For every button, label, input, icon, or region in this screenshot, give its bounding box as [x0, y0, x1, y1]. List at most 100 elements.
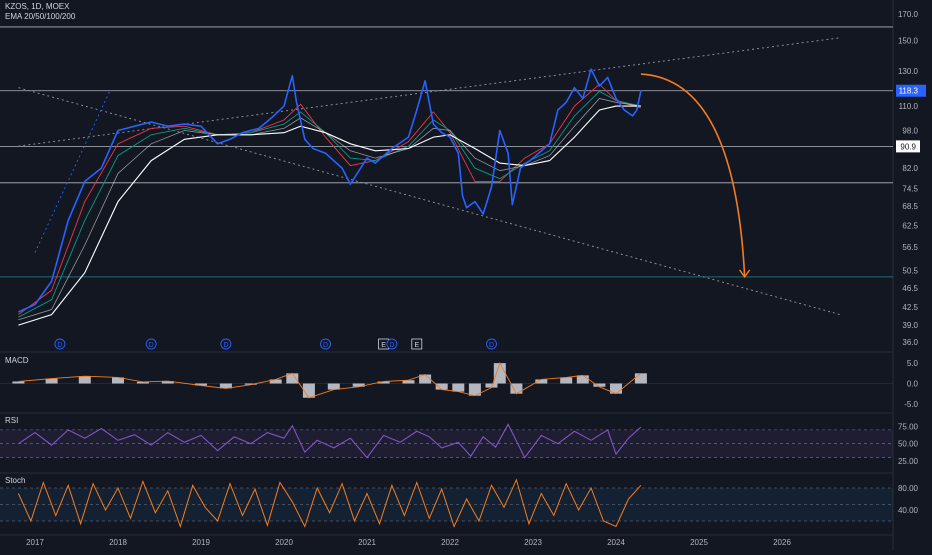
- macd-bar: [560, 377, 573, 384]
- macd-bar: [468, 383, 481, 396]
- ema-line: [18, 105, 641, 326]
- price-tick-label: 98.0: [902, 126, 918, 135]
- time-tick-label: 2018: [109, 538, 127, 547]
- macd-bar: [535, 379, 548, 384]
- trendline[interactable]: [18, 37, 841, 147]
- macd-bar: [419, 374, 432, 384]
- time-tick-label: 2023: [524, 538, 542, 547]
- level-badge: [896, 140, 920, 153]
- time-tick-label: 2025: [690, 538, 708, 547]
- event-marker-label: D: [323, 342, 328, 349]
- macd-bar: [161, 381, 174, 384]
- price-tick-label: 68.5: [902, 202, 918, 211]
- dividend-marker[interactable]: [54, 338, 66, 350]
- dividend-marker[interactable]: [486, 338, 497, 350]
- event-marker-label: D: [489, 342, 494, 349]
- macd-bar: [493, 363, 506, 384]
- macd-bar: [352, 383, 365, 387]
- event-marker-label: D: [389, 342, 394, 349]
- last-price-label: 118.3: [899, 87, 919, 96]
- time-tick-label: 2026: [773, 538, 791, 547]
- macd-bar: [269, 379, 282, 384]
- event-marker-label: E: [414, 342, 419, 349]
- macd-tick-label: 0.0: [907, 380, 919, 389]
- price-tick-label: 110.0: [899, 102, 919, 111]
- stoch-pane-label: Stoch: [5, 476, 26, 485]
- macd-bar: [576, 375, 589, 384]
- ema-line: [18, 98, 641, 321]
- time-tick-label: 2019: [192, 538, 210, 547]
- time-tick-label: 2024: [607, 538, 625, 547]
- macd-bar: [136, 381, 149, 384]
- macd-bar: [435, 383, 448, 390]
- symbol-legend: KZOS, 1D, MOEX: [5, 2, 70, 11]
- macd-bar: [634, 373, 647, 384]
- macd-bar: [593, 383, 606, 387]
- price-tick-label: 74.5: [902, 184, 918, 193]
- time-tick-label: 2017: [26, 538, 44, 547]
- trendline[interactable]: [18, 87, 841, 316]
- price-tick-label: 82.0: [902, 164, 918, 173]
- dividend-marker[interactable]: [145, 338, 157, 350]
- rsi-tick-label: 50.00: [898, 440, 919, 449]
- earnings-marker[interactable]: [411, 338, 423, 350]
- macd-bar: [12, 381, 25, 384]
- rsi-tick-label: 75.00: [898, 422, 919, 431]
- macd-bar: [302, 383, 315, 398]
- macd-bar: [510, 383, 523, 394]
- price-tick-label: 42.5: [902, 303, 918, 312]
- macd-bar: [610, 383, 622, 394]
- price-tick-label: 150.0: [898, 37, 919, 46]
- macd-bar: [485, 383, 498, 388]
- chart-legend: KZOS, 1D, MOEX EMA 20/50/100/200: [5, 2, 75, 22]
- ema-line: [18, 90, 642, 318]
- event-marker-label: D: [57, 342, 62, 349]
- macd-bar: [219, 383, 232, 389]
- macd-bar: [377, 381, 390, 384]
- ema-line: [18, 83, 642, 315]
- ema-legend: EMA 20/50/100/200: [5, 12, 76, 21]
- macd-pane-label: MACD: [5, 356, 29, 365]
- rsi-line: [18, 423, 642, 459]
- dividend-marker[interactable]: [386, 338, 398, 350]
- dividend-marker[interactable]: [320, 338, 331, 350]
- macd-bar: [78, 376, 91, 384]
- price-tick-label: 62.5: [902, 222, 918, 231]
- time-tick-label: 2020: [275, 538, 293, 547]
- macd-bar: [286, 373, 299, 384]
- price-tick-label: 36.0: [902, 338, 918, 347]
- price-tick-label: 39.0: [902, 321, 918, 330]
- stoch-tick-label: 80.00: [898, 484, 919, 493]
- event-marker-label: E: [381, 342, 386, 349]
- macd-bar: [327, 383, 340, 390]
- last-price-badge: [896, 84, 926, 97]
- price-tick-label: 130.0: [898, 67, 919, 76]
- event-marker-label: D: [223, 342, 228, 349]
- price-tick-label: 50.5: [902, 267, 918, 276]
- price-tick-label: 56.5: [902, 243, 918, 252]
- stoch-tick-label: 40.00: [898, 506, 919, 515]
- price-line[interactable]: [18, 68, 642, 313]
- macd-line: [18, 361, 642, 399]
- macd-bar: [402, 380, 415, 384]
- time-tick-label: 2022: [441, 538, 459, 547]
- macd-bar: [452, 383, 465, 392]
- macd-bar: [195, 383, 207, 386]
- projection-arrowhead: [739, 269, 751, 279]
- dividend-marker[interactable]: [220, 338, 232, 350]
- projection-arrow[interactable]: [640, 73, 746, 277]
- macd-bar: [45, 378, 58, 384]
- macd-bar: [112, 377, 124, 384]
- price-tick-label: 170.0: [898, 10, 919, 19]
- event-marker-label: D: [149, 342, 154, 349]
- macd-bar: [244, 383, 257, 385]
- macd-tick-label: -5.0: [904, 400, 918, 409]
- price-tick-label: 46.5: [902, 284, 918, 293]
- rsi-pane-label: RSI: [5, 416, 19, 425]
- macd-tick-label: 5.0: [907, 359, 919, 368]
- stoch-k-line: [17, 478, 642, 529]
- level-price-label: 90.9: [900, 142, 916, 151]
- time-tick-label: 2021: [358, 538, 376, 547]
